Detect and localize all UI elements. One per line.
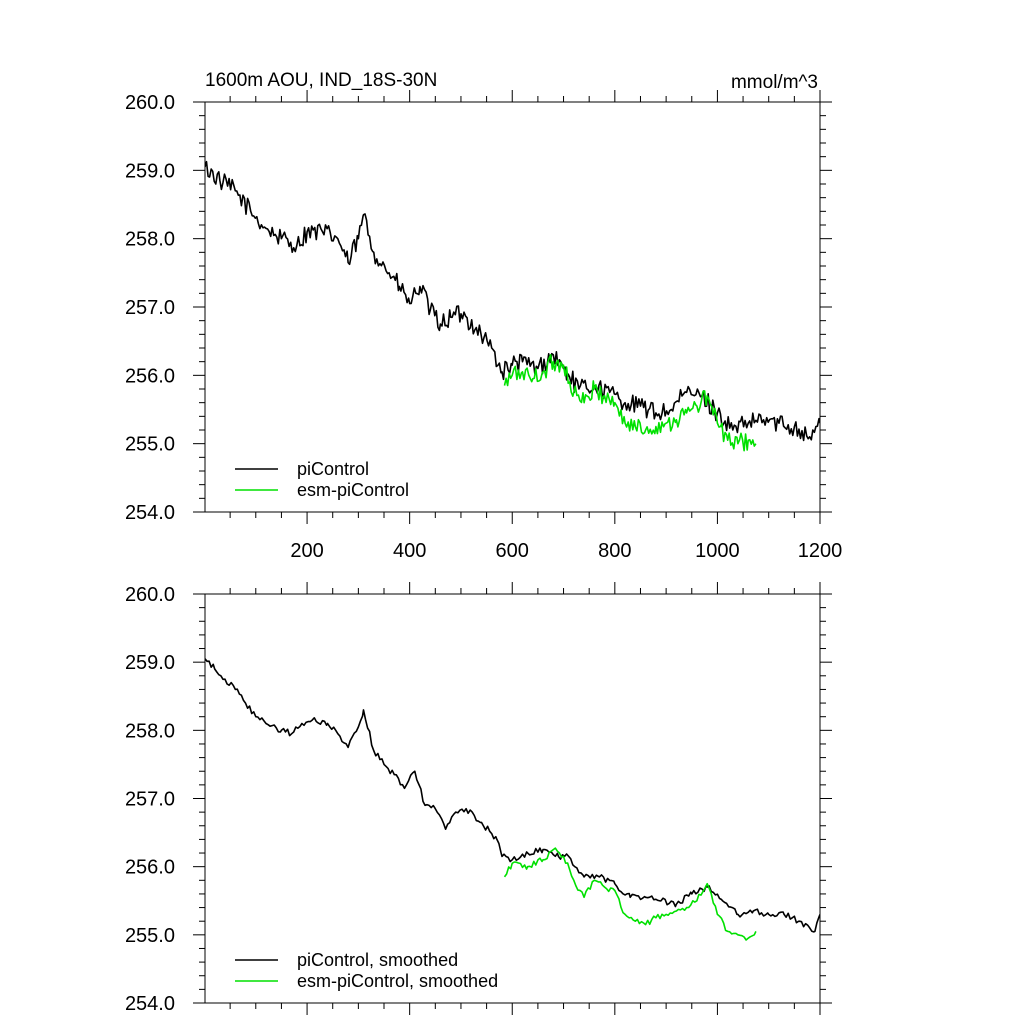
series-line-picontrol-smoothed [205,658,820,933]
legend-label: piControl, smoothed [297,950,458,970]
y-tick-label: 259.0 [125,160,175,182]
x-tick-label: 1000 [695,540,740,562]
y-tick-label: 257.0 [125,297,175,319]
x-tick-label: 400 [393,540,426,562]
legend-label: esm-piControl [297,480,409,500]
x-tick-label: 200 [290,540,323,562]
y-tick-label: 259.0 [125,652,175,674]
x-tick-label: 800 [598,540,631,562]
x-tick-label: 600 [496,540,529,562]
plot-frame [204,101,821,513]
y-tick-label: 257.0 [125,789,175,811]
y-tick-label: 256.0 [125,365,175,387]
y-tick-label: 256.0 [125,857,175,879]
y-tick-label: 254.0 [125,502,175,524]
y-tick-label: 258.0 [125,229,175,251]
y-tick-label: 260.0 [125,584,175,606]
x-tick-label: 1200 [798,540,843,562]
y-tick-label: 258.0 [125,720,175,742]
y-tick-label: 255.0 [125,434,175,456]
bottom-panel: 254.0 255.0 256.0 257.0 258.0 259.0 260.0 piCon… [125,582,832,1015]
plot-frame [204,593,821,1004]
chart-title: 1600m AOU, IND_18S-30N [205,70,437,91]
legend-label: esm-piControl, smoothed [297,971,498,991]
y-tick-label: 260.0 [125,92,175,114]
legend-label: piControl [297,459,369,479]
series-line-esm-picontrol [503,353,757,452]
units-label: mmol/m^3 [731,72,818,93]
series-line-picontrol [205,160,820,442]
y-tick-label: 255.0 [125,925,175,947]
top-panel: 254.0 255.0 256.0 257.0 258.0 259.0 260.0 200 40… [125,70,842,562]
y-tick-label: 254.0 [125,993,175,1015]
series-line-esm-picontrol-smoothed [503,847,757,941]
